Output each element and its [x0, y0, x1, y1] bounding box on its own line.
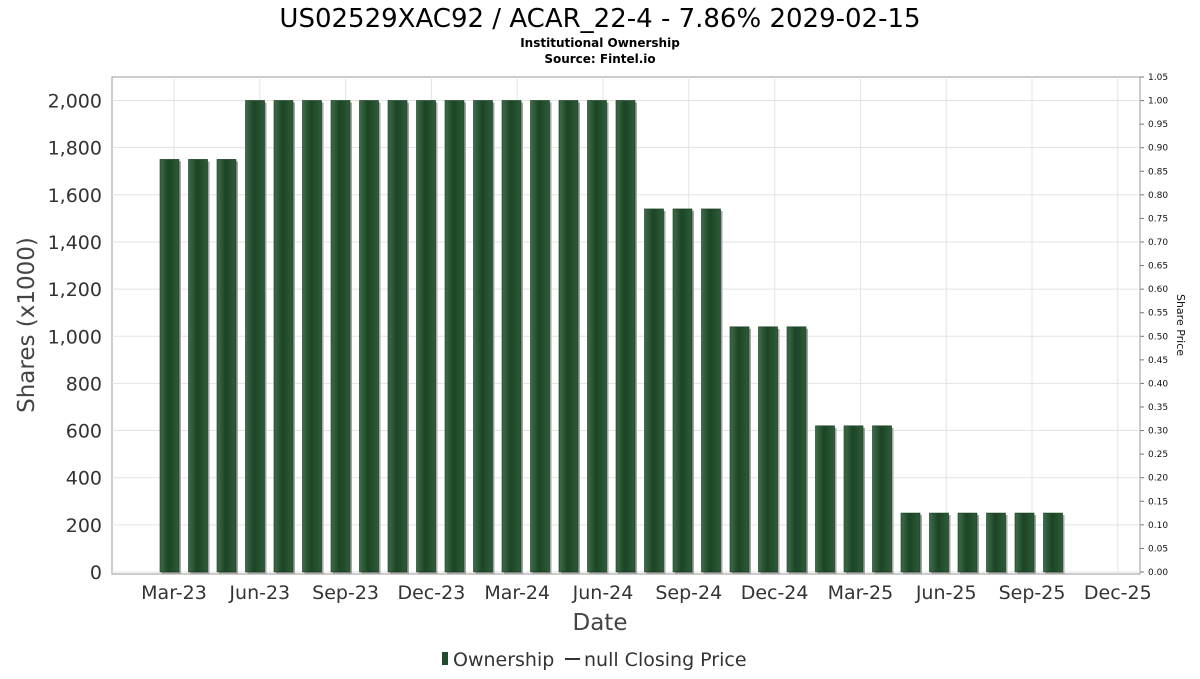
chart-title: US02529XAC92 / ACAR_22-4 - 7.86% 2029-02… [279, 4, 920, 34]
ownership-bar [986, 512, 1006, 573]
ownership-bar [900, 512, 921, 573]
y-tick-label: 0 [90, 562, 102, 584]
x-tick-label: Dec-23 [397, 582, 465, 604]
ownership-bar [188, 159, 208, 573]
ownership-bar [843, 425, 864, 573]
y2-tick-label: 0.15 [1148, 497, 1168, 507]
y-tick-label: 1,600 [48, 185, 102, 207]
ownership-bar [302, 100, 322, 573]
y-tick-label: 200 [66, 515, 102, 537]
ownership-bar [872, 425, 892, 573]
x-tick-label: Mar-25 [828, 582, 894, 604]
x-tick-label: Jun-25 [915, 582, 977, 604]
y2-tick-label: 0.35 [1148, 403, 1168, 413]
ownership-bar [701, 208, 721, 573]
x-tick-label: Sep-25 [999, 582, 1066, 604]
ownership-bar [473, 100, 493, 573]
ownership-bar [644, 208, 664, 573]
ownership-bar [387, 100, 408, 573]
y2-tick-label: 0.65 [1148, 262, 1168, 272]
x-tick-label: Dec-24 [741, 582, 809, 604]
ownership-bar [330, 100, 351, 573]
legend-ownership-label: Ownership [453, 649, 554, 671]
x-tick-label: Mar-24 [484, 582, 550, 604]
ownership-bar [530, 100, 550, 573]
y2-tick-label: 0.20 [1148, 474, 1168, 484]
ownership-bar [159, 159, 180, 573]
ownership-bar [758, 326, 778, 573]
x-tick-label: Mar-23 [141, 582, 207, 604]
x-tick-label: Sep-23 [312, 582, 379, 604]
y2-axis-label: Share Price [1174, 294, 1187, 356]
x-tick-label: Jun-23 [228, 582, 290, 604]
y2-tick-label: 0.90 [1148, 144, 1168, 154]
y2-tick-label: 0.85 [1148, 167, 1168, 177]
ownership-bar [359, 100, 379, 573]
legend: Ownership null Closing Price [442, 649, 747, 671]
legend-ownership-swatch [442, 652, 448, 665]
y2-tick-label: 0.95 [1148, 120, 1168, 130]
y-axis-label: Shares (x1000) [14, 237, 40, 413]
y2-tick-label: 0.05 [1148, 544, 1168, 554]
ownership-bar [1043, 512, 1063, 573]
y2-tick-label: 0.70 [1148, 238, 1168, 248]
ownership-bar [245, 100, 265, 573]
ownership-bar [273, 100, 294, 573]
y2-tick-label: 0.10 [1148, 521, 1168, 531]
y2-tick-label: 0.25 [1148, 450, 1168, 460]
chart-source: Source: Fintel.io [544, 52, 655, 66]
legend-price-label: null Closing Price [584, 649, 747, 671]
ownership-bar [957, 512, 978, 573]
y-tick-label: 1,200 [48, 279, 102, 301]
y-tick-label: 800 [66, 373, 102, 395]
ownership-bar [444, 100, 465, 573]
ownership-bar [216, 159, 237, 573]
y2-tick-label: 1.00 [1148, 97, 1168, 107]
ownership-bar [672, 208, 693, 573]
bar-layer [159, 100, 1065, 574]
x-axis-label: Date [573, 610, 628, 636]
x-axis-ticks: Mar-23 Jun-23 Sep-23 Dec-23 Mar-24 Jun-24 Sep-… [141, 582, 1152, 604]
y2-tick-label: 0.40 [1148, 379, 1168, 389]
ownership-bar [558, 100, 579, 573]
y2-tick-label: 0.75 [1148, 214, 1168, 224]
ownership-bar [416, 100, 436, 573]
x-tick-label: Sep-24 [655, 582, 722, 604]
y2-tick-label: 0.50 [1148, 332, 1168, 342]
ownership-bar [587, 100, 607, 573]
y2-tick-label: 0.80 [1148, 191, 1168, 201]
y2-tick-label: 0.55 [1148, 309, 1168, 319]
y2-tick-label: 1.05 [1148, 73, 1168, 83]
ownership-bar [615, 100, 636, 573]
chart-subtitle: Institutional Ownership [520, 36, 680, 50]
y2-tick-label: 0.45 [1148, 356, 1168, 366]
y2-tick-label: 0.60 [1148, 285, 1168, 295]
y-tick-label: 1,800 [48, 138, 102, 160]
ownership-bar [729, 326, 750, 573]
x-tick-label: Dec-25 [1084, 582, 1152, 604]
ownership-bar [815, 425, 835, 573]
x-tick-label: Jun-24 [572, 582, 634, 604]
y-tick-label: 1,400 [48, 232, 102, 254]
y-tick-label: 600 [66, 421, 102, 443]
y2-tick-label: 0.00 [1148, 568, 1168, 578]
ownership-bar [1014, 512, 1035, 573]
ownership-bar [501, 100, 522, 573]
y2-tick-label: 0.30 [1148, 427, 1168, 437]
y-axis-ticks: 0 200 400 600 800 1,000 1,200 1,400 1,600 1,800 2,… [48, 91, 102, 585]
y-tick-label: 2,000 [48, 91, 102, 113]
y-tick-label: 1,000 [48, 326, 102, 348]
y2-axis-ticks: 0.00 0.05 0.10 0.15 0.20 0.25 0.30 0.35 0.40 0.45… [1140, 73, 1168, 578]
ownership-bar [786, 326, 807, 573]
y-tick-label: 400 [66, 468, 102, 490]
ownership-bar [929, 512, 949, 573]
